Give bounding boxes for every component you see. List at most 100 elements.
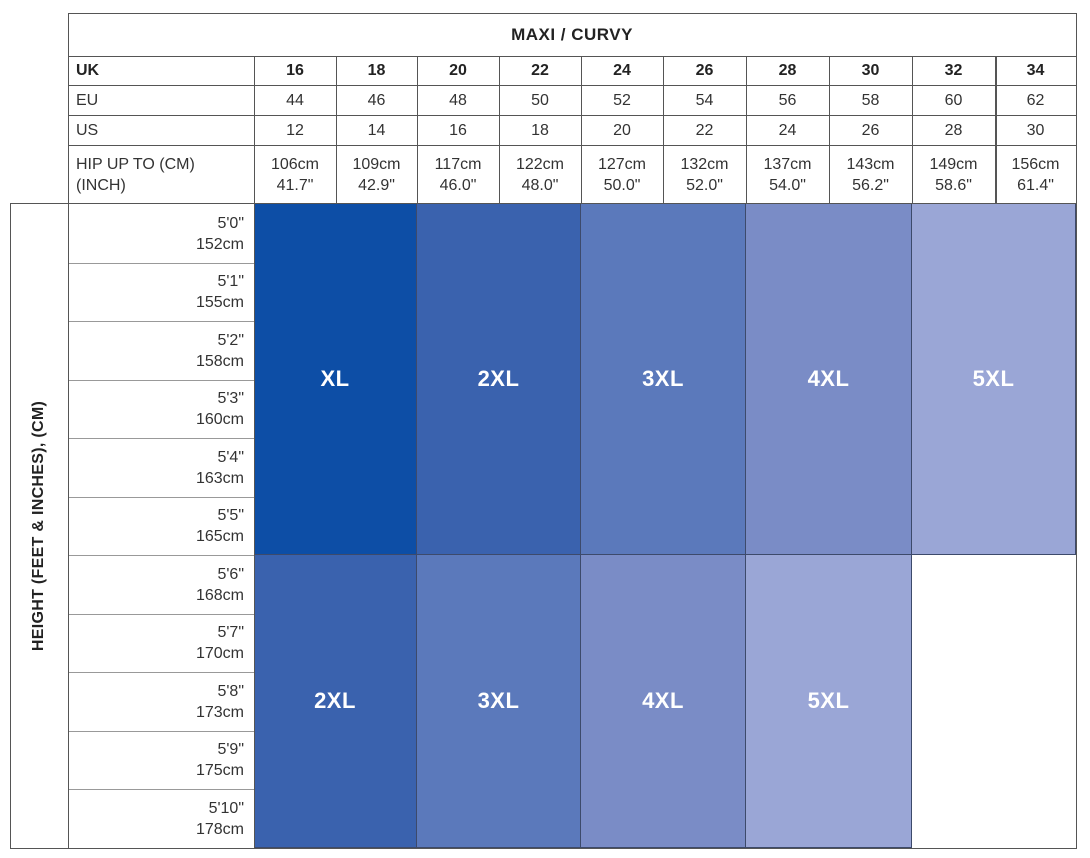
size-block-3xl: 3XL [581, 204, 746, 555]
size-us-cell: 12 [286, 121, 304, 139]
height-feet: 5'0" [217, 214, 244, 232]
row-label-us: US [76, 121, 99, 139]
height-row-label: 5'3" 160cm [68, 380, 254, 438]
height-row-label: 5'1" 155cm [68, 263, 254, 321]
size-eu-cell: 56 [778, 91, 797, 109]
height-feet: 5'6" [217, 565, 244, 583]
height-axis-text: HEIGHT (FEET & INCHES), (CM) [30, 400, 48, 652]
height-cm: 175cm [195, 762, 244, 779]
hip-cell: 156cm 61.4" [995, 146, 1076, 203]
size-us-cell: 14 [367, 121, 386, 139]
hip-cm: 117cm [434, 155, 482, 173]
hip-cm: 149cm [929, 155, 978, 173]
hip-label-inch: (INCH) [76, 176, 126, 194]
height-feet: 5'8" [217, 682, 244, 700]
hip-cell: 143cm 56.2" [829, 146, 912, 203]
size-us-cell: 18 [531, 121, 549, 139]
height-row-label: 5'6" 168cm [68, 555, 254, 614]
size-eu-cell: 46 [367, 91, 386, 109]
height-feet: 5'9" [217, 741, 244, 758]
height-feet: 5'1" [217, 273, 244, 290]
size-block-2xl: 2XL [254, 555, 417, 848]
size-block-5xl: 5XL [912, 204, 1076, 555]
hip-inch: 61.4" [1017, 176, 1054, 194]
height-row-label: 5'0" 152cm [68, 204, 254, 263]
size-uk-cell: 32 [944, 62, 963, 79]
height-cm: 155cm [195, 294, 244, 311]
height-row-label: 5'10" 178cm [68, 789, 254, 848]
hip-cell: 109cm 42.9" [336, 146, 417, 203]
hip-cell: 106cm 41.7" [254, 146, 336, 203]
size-us-cell: 26 [861, 121, 880, 139]
size-us-cell: 24 [778, 121, 797, 139]
hip-inch: 52.0" [686, 176, 723, 194]
size-us-cell: 30 [1026, 121, 1045, 139]
height-cm: 152cm [195, 235, 244, 253]
size-us-cell: 16 [449, 121, 467, 139]
size-uk-cell: 20 [449, 62, 467, 79]
height-row-label: 5'2" 158cm [68, 321, 254, 380]
hip-cm: 156cm [1011, 155, 1060, 173]
hip-cm: 122cm [515, 155, 565, 173]
size-block-4xl: 4XL [746, 204, 912, 555]
hip-label-cm: HIP UP TO (CM) [76, 155, 195, 173]
row-label-hip: HIP UP TO (CM) (INCH) [68, 146, 254, 203]
size-uk-cell: 18 [367, 62, 386, 79]
hip-cm: 106cm [270, 155, 320, 173]
size-eu-cell: 52 [613, 91, 631, 109]
height-cm: 158cm [195, 352, 244, 370]
height-feet: 5'5" [217, 507, 244, 524]
height-cm: 160cm [195, 411, 244, 428]
height-cm: 178cm [195, 820, 244, 838]
row-label-eu: EU [76, 91, 99, 109]
height-feet: 5'2" [217, 331, 244, 349]
hip-cm: 143cm [846, 155, 895, 173]
hip-cell: 122cm 48.0" [499, 146, 581, 203]
hip-cell: 137cm 54.0" [746, 146, 829, 203]
height-feet: 5'10" [208, 799, 244, 817]
size-eu-cell: 54 [695, 91, 714, 109]
size-us-cell: 20 [613, 121, 631, 139]
hip-cm: 132cm [680, 155, 729, 173]
height-row-label: 5'7" 170cm [68, 614, 254, 672]
hip-inch: 50.0" [603, 176, 641, 194]
size-eu-cell: 60 [944, 91, 963, 109]
hip-cm: 127cm [597, 155, 647, 173]
hip-inch: 48.0" [521, 176, 559, 194]
hip-cell: 132cm 52.0" [663, 146, 746, 203]
hip-cell: 127cm 50.0" [581, 146, 663, 203]
height-cm: 168cm [195, 586, 244, 604]
hip-inch: 54.0" [769, 176, 806, 194]
chart-title: MAXI / CURVY [511, 25, 633, 44]
height-row-label: 5'8" 173cm [68, 672, 254, 731]
hip-cm: 137cm [763, 155, 812, 173]
size-block-5xl: 5XL [746, 555, 912, 848]
height-row-label: 5'9" 175cm [68, 731, 254, 789]
size-eu-cell: 58 [861, 91, 880, 109]
size-uk-cell: 24 [613, 62, 631, 79]
size-eu-cell: 48 [449, 91, 467, 109]
size-eu-cell: 62 [1026, 91, 1045, 109]
size-uk-cell: 26 [695, 62, 714, 79]
size-block-3xl: 3XL [417, 555, 581, 848]
size-block-4xl: 4XL [581, 555, 746, 848]
height-row-label: 5'5" 165cm [68, 497, 254, 555]
height-feet: 5'4" [217, 448, 244, 466]
hip-inch: 58.6" [935, 176, 972, 194]
size-block-xl: XL [254, 204, 417, 555]
size-block-2xl: 2XL [417, 204, 581, 555]
hip-inch: 41.7" [276, 176, 314, 194]
size-uk-cell: 30 [861, 62, 880, 79]
height-cm: 163cm [195, 469, 244, 487]
hip-cell: 117cm 46.0" [417, 146, 499, 203]
row-label-uk: UK [76, 62, 100, 79]
height-row-label: 5'4" 163cm [68, 438, 254, 497]
size-eu-cell: 50 [531, 91, 549, 109]
hip-inch: 42.9" [358, 176, 395, 194]
size-eu-cell: 44 [286, 91, 304, 109]
size-us-cell: 22 [695, 121, 714, 139]
height-feet: 5'3" [217, 390, 244, 407]
hip-inch: 56.2" [852, 176, 889, 194]
hip-cm: 109cm [352, 155, 401, 173]
size-uk-cell: 28 [778, 62, 797, 79]
